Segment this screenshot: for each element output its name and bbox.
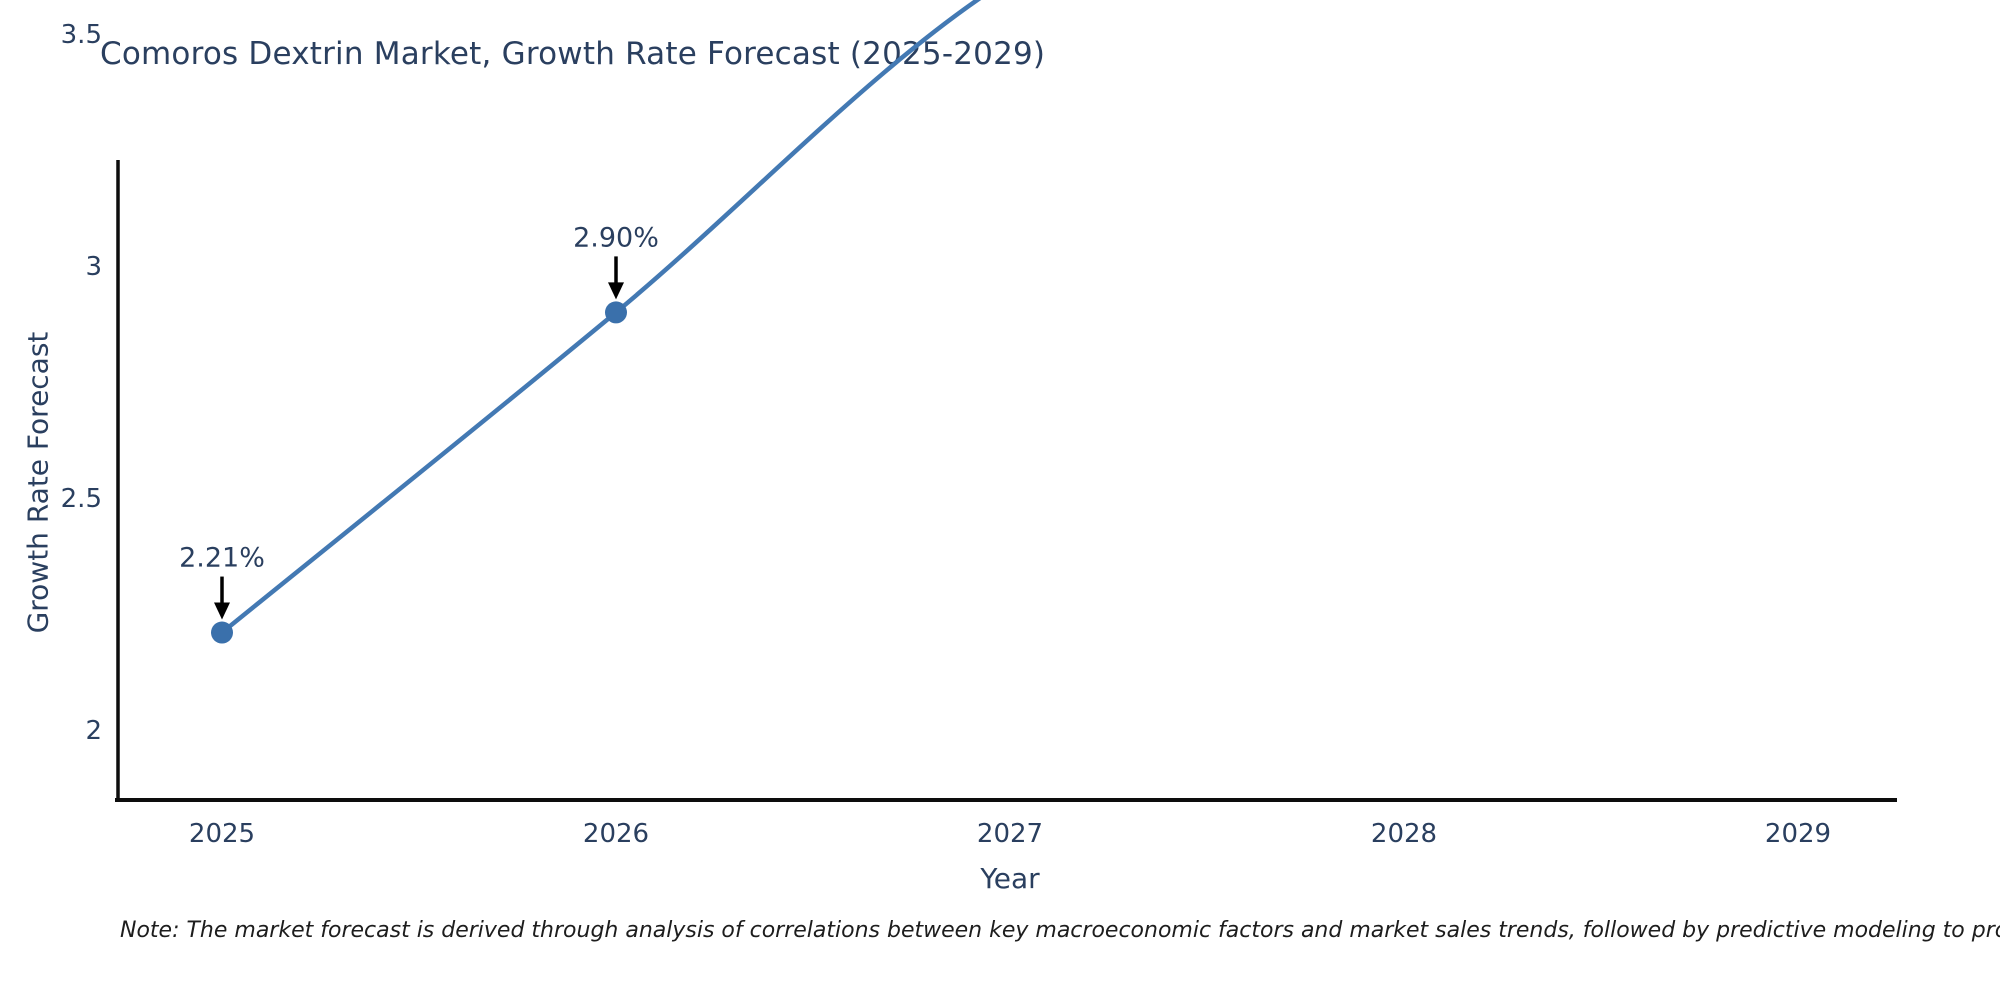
x-tick-label: 2025: [189, 819, 255, 849]
y-tick-label: 3.5: [61, 20, 102, 50]
point-value-label: 2.21%: [179, 543, 265, 574]
x-tick-label: 2029: [1765, 819, 1831, 849]
y-tick-label: 2: [85, 716, 102, 746]
annotation-arrowhead: [214, 602, 230, 620]
forecast-line: [220, 0, 982, 635]
data-point: [211, 621, 233, 644]
footnote: Note: The market forecast is derived thr…: [120, 918, 2000, 943]
data-point: [605, 301, 627, 324]
x-tick-label: 2027: [977, 819, 1043, 849]
chart-title: Comoros Dextrin Market, Growth Rate Fore…: [100, 36, 1046, 72]
y-tick-label: 3: [85, 252, 102, 282]
y-axis-title: Growth Rate Forecast: [21, 331, 55, 634]
point-value-label: 2.90%: [573, 222, 659, 253]
annotation-arrowhead: [608, 282, 624, 300]
x-axis-title: Year: [980, 862, 1040, 895]
y-tick-label: 2.5: [61, 484, 102, 514]
x-tick-label: 2028: [1371, 819, 1437, 849]
x-tick-label: 2026: [583, 819, 649, 849]
